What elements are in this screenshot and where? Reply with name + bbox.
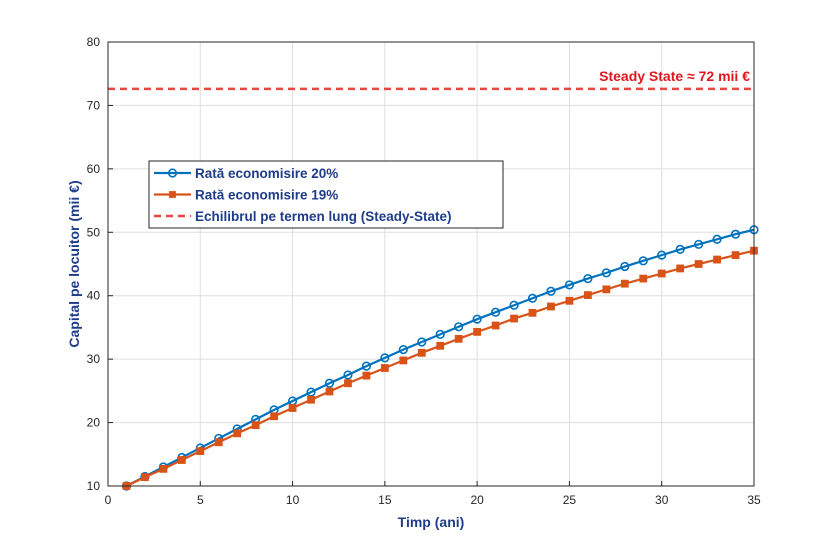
y-tick-label: 50 bbox=[87, 225, 101, 239]
y-tick-label: 70 bbox=[87, 98, 101, 112]
steady-state-annotation: Steady State ≈ 72 mii € bbox=[599, 68, 750, 84]
series-point-1 bbox=[527, 293, 538, 303]
series-point-2 bbox=[270, 412, 279, 421]
series-point-1 bbox=[454, 322, 464, 332]
series-point-2 bbox=[657, 269, 666, 278]
series-point-2 bbox=[547, 302, 555, 311]
legend-label-2: Rată economisire 19% bbox=[195, 188, 338, 203]
series-point-2 bbox=[159, 464, 168, 473]
series-point-1 bbox=[361, 361, 372, 371]
series-point-1 bbox=[675, 244, 685, 255]
series-point-1 bbox=[417, 337, 427, 347]
x-tick-label: 15 bbox=[378, 493, 392, 507]
series-point-2 bbox=[583, 291, 592, 299]
series-point-1 bbox=[546, 286, 556, 296]
series-point-2 bbox=[214, 438, 223, 447]
legend-swatch-marker-1 bbox=[167, 168, 178, 178]
legend-swatch-marker-2 bbox=[169, 191, 176, 198]
y-tick-label: 60 bbox=[87, 162, 101, 176]
series-point-1 bbox=[730, 229, 741, 239]
series-point-1 bbox=[509, 300, 519, 310]
y-tick-label: 20 bbox=[87, 416, 101, 430]
legend-label-3: Echilibrul pe termen lung (Steady-State) bbox=[195, 209, 452, 224]
series-point-2 bbox=[177, 456, 186, 464]
x-tick-label: 10 bbox=[286, 493, 300, 507]
series-point-2 bbox=[196, 447, 205, 456]
series-point-2 bbox=[713, 255, 721, 264]
series-point-1 bbox=[694, 239, 704, 249]
series-layer bbox=[108, 87, 759, 491]
series-line-1 bbox=[125, 228, 755, 487]
y-tick-label: 40 bbox=[87, 289, 101, 303]
series-point-2 bbox=[473, 327, 482, 336]
series-point-2 bbox=[307, 395, 315, 404]
series-point-1 bbox=[564, 280, 575, 290]
y-tick-label: 30 bbox=[87, 352, 101, 366]
x-tick-label: 30 bbox=[655, 493, 669, 507]
series-point-2 bbox=[731, 251, 740, 260]
series-point-1 bbox=[583, 273, 593, 284]
series-point-1 bbox=[491, 307, 501, 317]
ticks: 0 5 10 15 20 25 30 35 10 20 30 40 50 60 70 80 bbox=[87, 35, 761, 507]
series-point-1 bbox=[712, 234, 722, 244]
series-point-1 bbox=[657, 250, 667, 260]
x-tick-label: 0 bbox=[105, 493, 112, 507]
series-point-2 bbox=[510, 314, 518, 323]
series-point-2 bbox=[639, 274, 648, 283]
x-axis-label: Timp (ani) bbox=[398, 514, 465, 530]
series-point-2 bbox=[344, 379, 352, 388]
series-point-2 bbox=[288, 404, 297, 412]
series-point-2 bbox=[436, 341, 445, 350]
series-point-1 bbox=[398, 345, 408, 355]
x-tick-label: 20 bbox=[470, 493, 484, 507]
y-tick-label: 80 bbox=[87, 35, 101, 49]
series-point-2 bbox=[676, 264, 685, 273]
series-point-2 bbox=[399, 356, 408, 365]
plot-area-frame bbox=[107, 41, 755, 487]
series-point-2 bbox=[141, 473, 149, 482]
series-point-1 bbox=[601, 268, 611, 278]
series-point-2 bbox=[454, 334, 463, 343]
series-point-1 bbox=[435, 329, 445, 340]
series-point-1 bbox=[380, 353, 390, 363]
series-point-2 bbox=[602, 285, 611, 294]
series-point-2 bbox=[528, 308, 537, 317]
series-point-2 bbox=[620, 279, 629, 288]
series-point-2 bbox=[233, 429, 242, 438]
series-point-2 bbox=[362, 371, 371, 380]
series-point-1 bbox=[472, 314, 482, 324]
series-point-2 bbox=[325, 387, 334, 396]
series-point-1 bbox=[343, 370, 353, 380]
series-point-2 bbox=[491, 321, 500, 330]
x-tick-label: 5 bbox=[197, 493, 204, 507]
y-tick-label: 10 bbox=[87, 479, 101, 493]
series-point-1 bbox=[620, 261, 630, 272]
series-point-2 bbox=[380, 364, 389, 372]
series-point-2 bbox=[251, 421, 260, 430]
y-axis-label: Capital pe locuitor (mii €) bbox=[66, 180, 82, 347]
series-point-1 bbox=[324, 378, 335, 388]
legend-label-1: Rată economisire 20% bbox=[195, 166, 338, 181]
x-tick-label: 35 bbox=[747, 493, 761, 507]
series-point-2 bbox=[565, 296, 574, 305]
series-point-2 bbox=[694, 260, 703, 268]
x-tick-label: 25 bbox=[563, 493, 577, 507]
legend-box bbox=[148, 160, 504, 229]
legend: Rată economisire 20% Rată economisire 19%… bbox=[148, 160, 504, 229]
series-point-1 bbox=[638, 256, 648, 266]
series-point-2 bbox=[417, 348, 426, 357]
